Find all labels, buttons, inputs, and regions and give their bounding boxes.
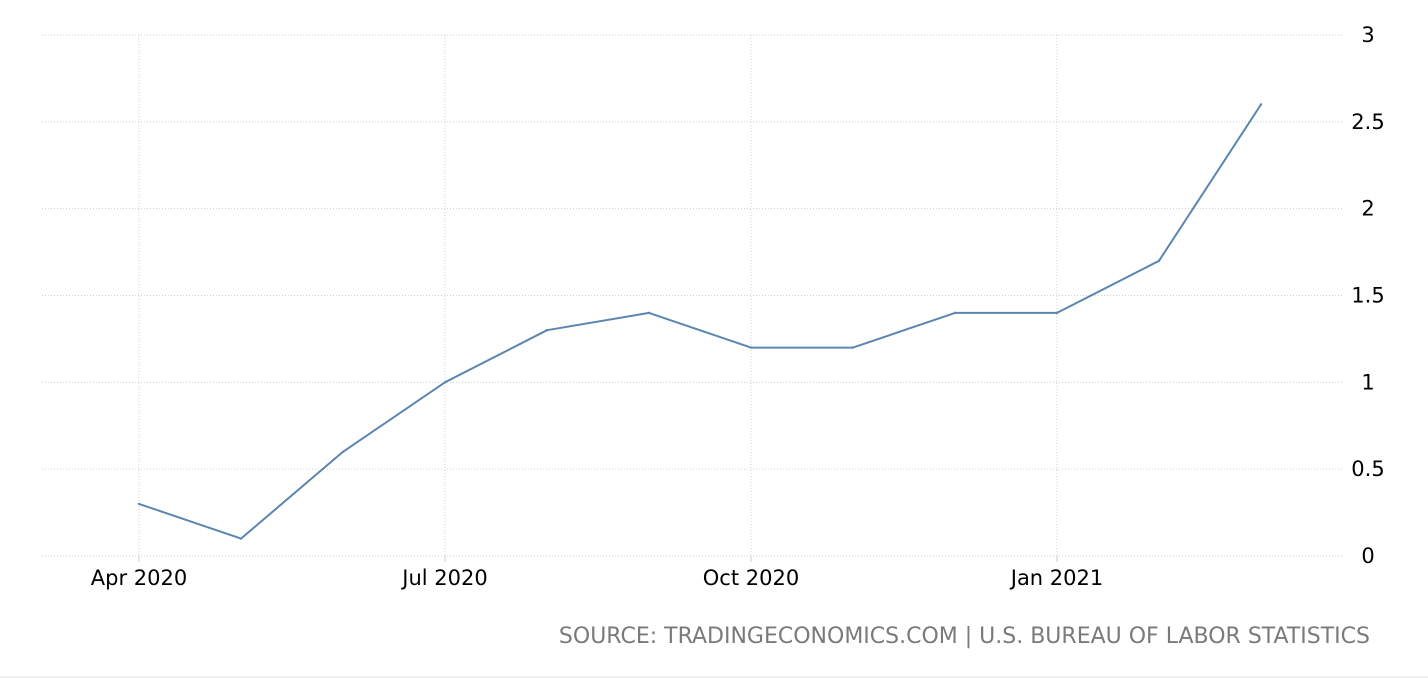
data-point (239, 537, 243, 540)
data-point (647, 311, 651, 315)
data-point (953, 311, 957, 315)
data-point (341, 450, 345, 453)
series-line (138, 103, 1262, 540)
series-layer (137, 103, 1263, 540)
bottom-divider (0, 676, 1428, 678)
x-tick-label: Oct 2020 (703, 566, 799, 590)
data-point (1055, 311, 1059, 315)
data-point (137, 502, 141, 506)
data-point (1259, 103, 1263, 106)
grid (42, 34, 1342, 562)
x-axis-ticks: Apr 2020 Jul 2020 Oct 2020 Jan 2021 (91, 566, 1103, 590)
data-point (545, 329, 549, 332)
x-tick-label: Jul 2020 (400, 566, 487, 590)
data-point (443, 381, 447, 384)
y-tick-label: 3 (1361, 23, 1374, 47)
source-caption: SOURCE: TRADINGECONOMICS.COM | U.S. BURE… (558, 624, 1370, 649)
y-tick-label: 1 (1361, 370, 1374, 394)
data-point (1157, 259, 1161, 262)
y-tick-label: 2.5 (1351, 110, 1384, 134)
y-tick-label: 1.5 (1351, 284, 1384, 308)
data-point (851, 346, 855, 349)
y-axis-ticks: 0 0.5 1 1.5 2 2.5 3 (1351, 23, 1384, 568)
y-tick-label: 0 (1361, 544, 1374, 568)
y-tick-label: 0.5 (1351, 457, 1384, 481)
y-tick-label: 2 (1361, 197, 1374, 221)
x-tick-label: Apr 2020 (91, 566, 187, 590)
x-tick-label: Jan 2021 (1009, 566, 1104, 590)
data-point (749, 346, 753, 349)
